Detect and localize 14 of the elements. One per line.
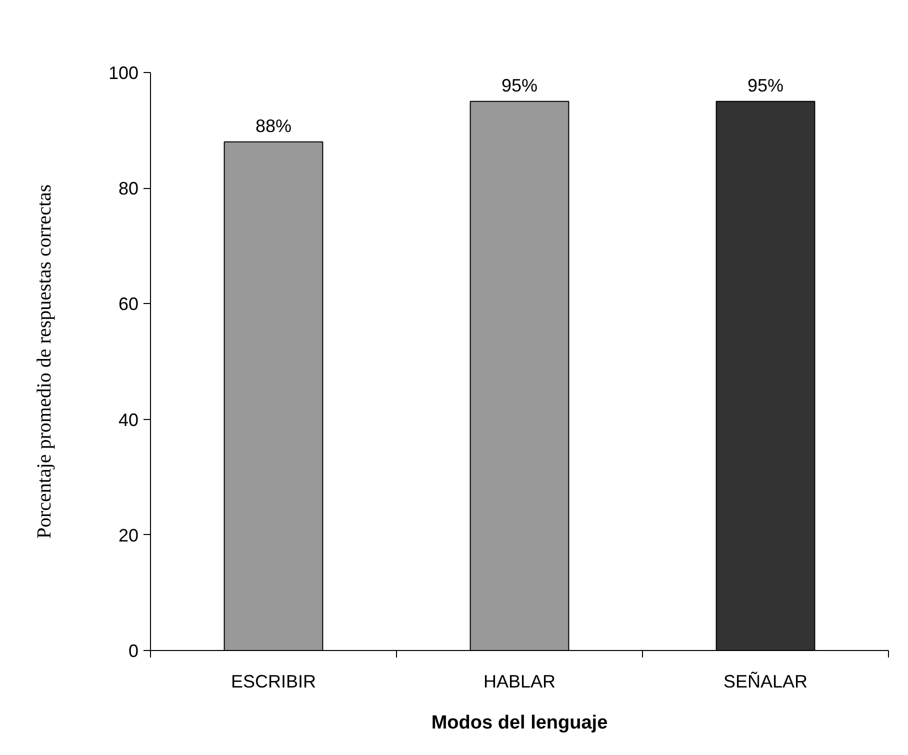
y-tick-label: 40 xyxy=(118,410,139,430)
y-tick-label: 100 xyxy=(108,63,139,83)
y-tick-label: 80 xyxy=(118,178,139,199)
y-tick-label: 20 xyxy=(118,525,139,546)
x-tick-label: ESCRIBIR xyxy=(230,672,316,692)
data-label: 95% xyxy=(747,75,784,96)
x-axis-title: Modos del lenguaje xyxy=(431,712,608,734)
data-label: 88% xyxy=(255,116,292,136)
data-label: 95% xyxy=(501,75,538,96)
y-tick-label: 0 xyxy=(128,641,139,661)
x-tick-label: HABLAR xyxy=(483,672,556,692)
x-tick-label: SEÑALAR xyxy=(723,672,808,692)
y-axis-title: Porcentaje promedio de respuestas correctas xyxy=(33,184,56,539)
y-tick-label: 60 xyxy=(118,294,139,314)
